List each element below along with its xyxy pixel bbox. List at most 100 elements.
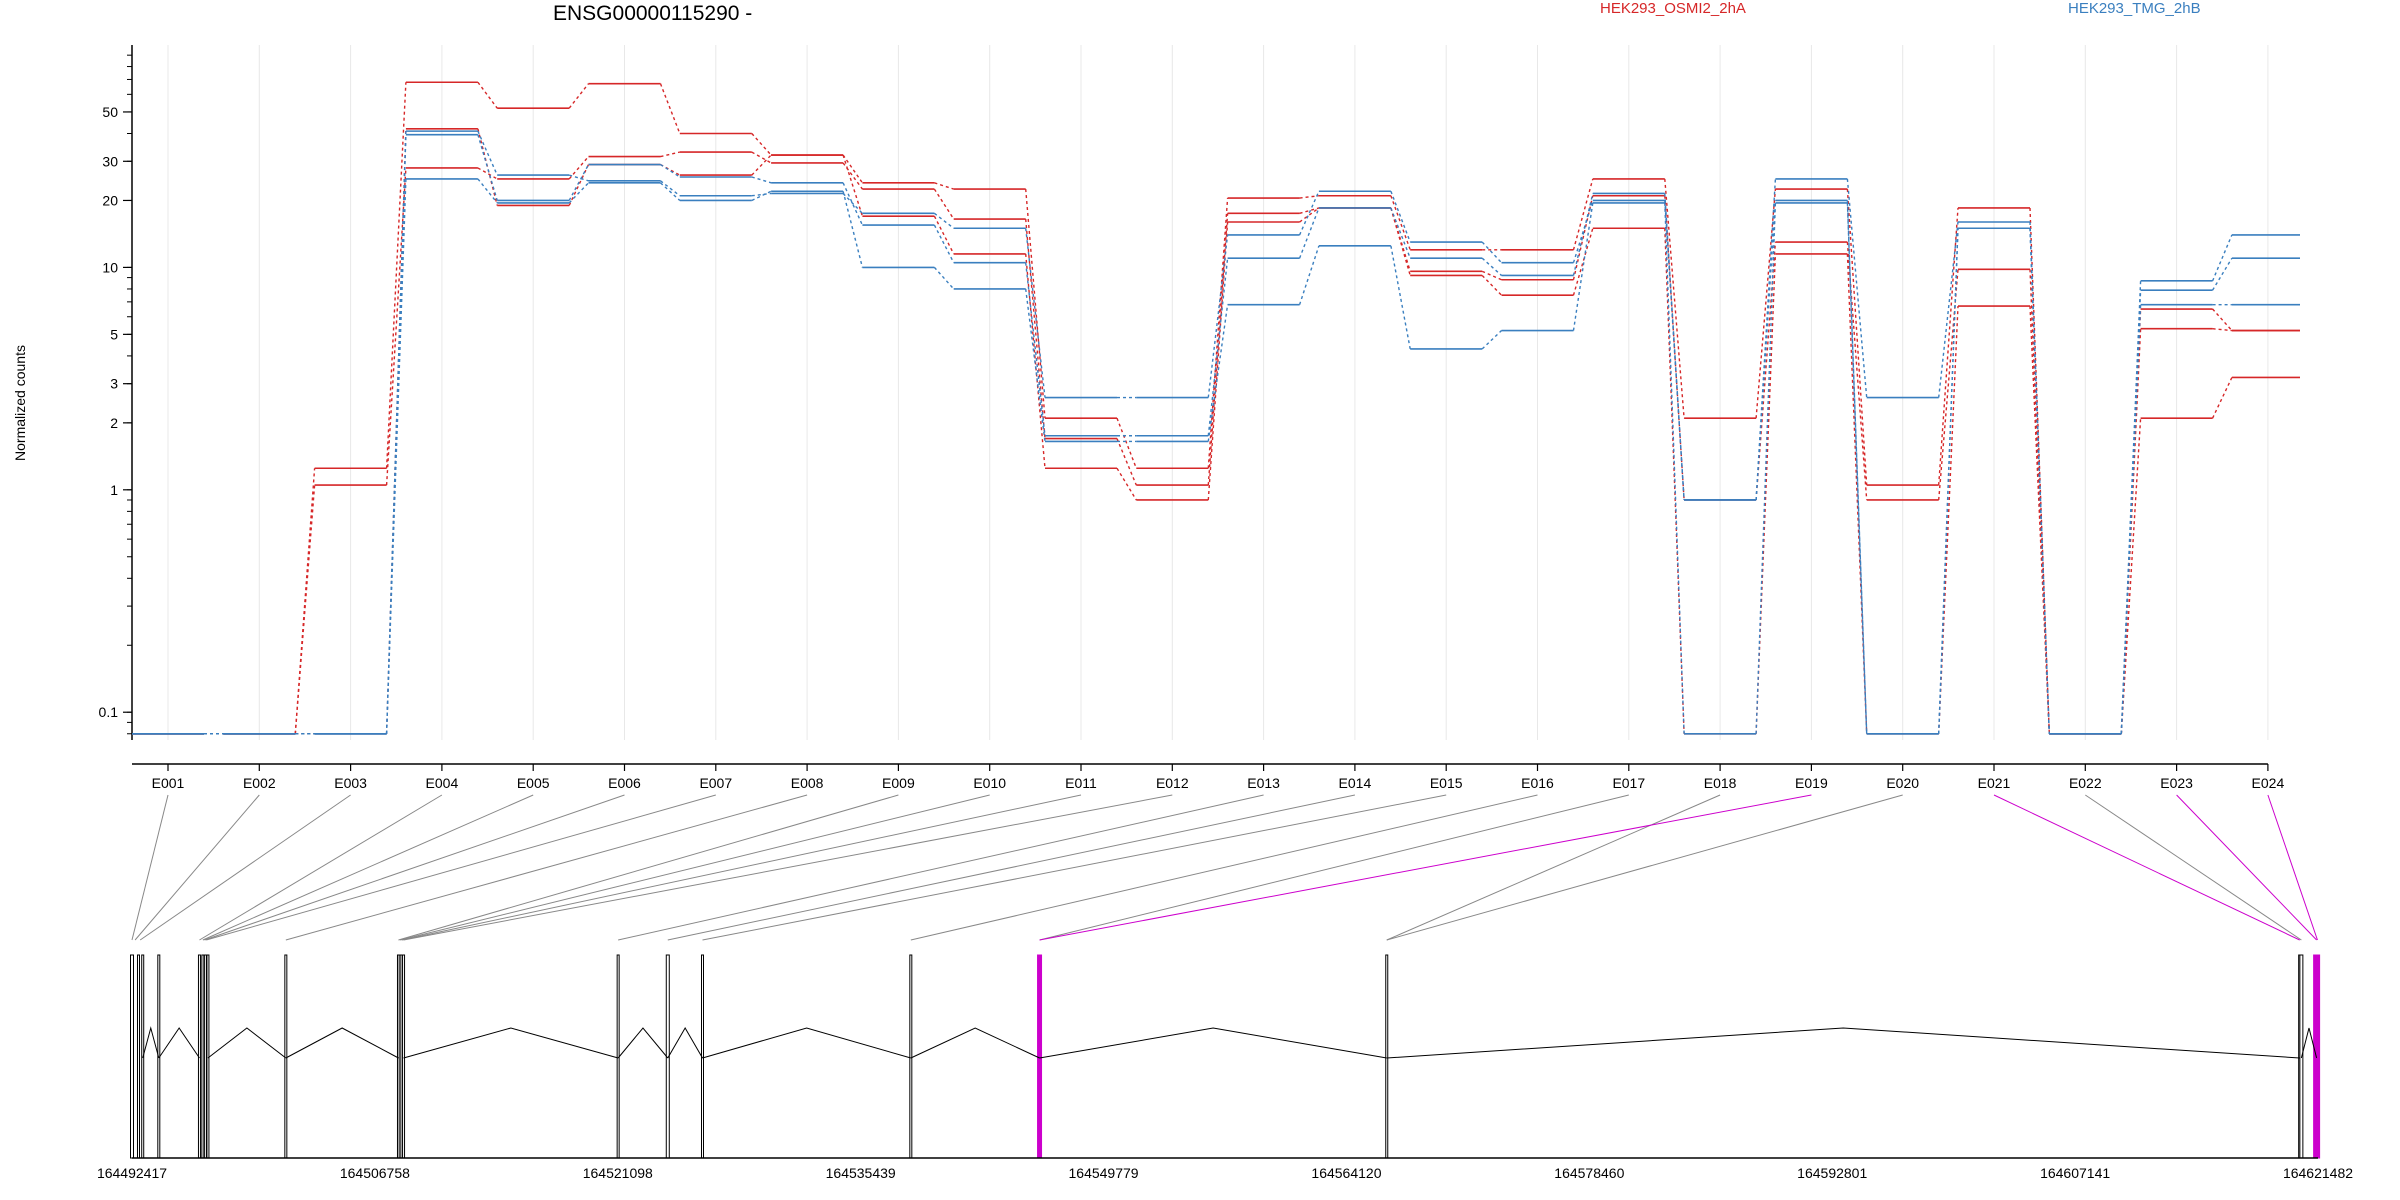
exon-link-e021 <box>1993 794 2300 941</box>
series-connector <box>1390 207 1411 259</box>
exon-link-e020 <box>1386 794 1903 941</box>
x-tick-label-e003: E003 <box>334 775 367 791</box>
exon-link-e009 <box>398 794 899 941</box>
series-connector <box>842 191 864 268</box>
intron-line <box>910 1027 1040 1059</box>
series-connector <box>1390 195 1411 251</box>
intron-line <box>2300 1027 2318 1059</box>
series-connector <box>385 82 407 469</box>
x-tick-label-e005: E005 <box>517 775 550 791</box>
y-tick-label: 5 <box>110 326 118 342</box>
series-connector <box>751 176 772 184</box>
series-connector <box>1481 270 1502 281</box>
genome-tick-label: 164607141 <box>2040 1165 2110 1181</box>
exon-link-e015 <box>702 794 1447 941</box>
series-connector <box>294 485 316 734</box>
x-tick-label-e021: E021 <box>1978 775 2011 791</box>
series-connector <box>2212 328 2232 332</box>
series-connector <box>2211 377 2233 419</box>
series-connector <box>2212 257 2233 291</box>
series-connector <box>1116 438 1137 486</box>
series-connector <box>1755 202 1777 734</box>
series-connector <box>2029 228 2050 734</box>
x-tick-label-e012: E012 <box>1156 775 1189 791</box>
y-tick-label: 10 <box>102 259 118 275</box>
series-connector <box>1025 262 1046 436</box>
series-connector <box>1664 202 1685 734</box>
series-6-blue <box>132 178 2300 735</box>
legend-label-osmi2: HEK293_OSMI2_2hA <box>1600 0 1746 17</box>
series-connector <box>1025 228 1046 398</box>
exon-link-e023 <box>2176 794 2317 941</box>
series-connector <box>477 134 498 201</box>
genome-tick-label: 164564120 <box>1311 1165 1381 1181</box>
x-tick-label-e008: E008 <box>791 775 824 791</box>
genome-tick-label: 164592801 <box>1797 1165 1867 1181</box>
series-connector <box>1481 330 1502 350</box>
series-connector <box>1938 306 1959 734</box>
intron-line <box>403 1027 619 1059</box>
genome-tick-label: 164578460 <box>1554 1165 1624 1181</box>
exon-link-e014 <box>667 794 1356 941</box>
series-4-blue <box>132 130 2300 735</box>
series-connector <box>1755 189 1777 419</box>
x-tick-label-e017: E017 <box>1612 775 1645 791</box>
series-connector <box>1207 304 1229 442</box>
series-5-blue <box>132 133 2300 735</box>
series-connector <box>1116 417 1137 469</box>
x-tick-label-e007: E007 <box>699 775 732 791</box>
intron-line <box>158 1027 200 1059</box>
exon-link-e003 <box>139 794 351 941</box>
genome-tick-label: 164492417 <box>97 1165 167 1181</box>
exon-link-e022 <box>2085 794 2302 941</box>
series-connector <box>751 192 772 197</box>
series-connector <box>2029 207 2050 734</box>
x-tick-label-e020: E020 <box>1886 775 1919 791</box>
series-connector <box>568 182 590 204</box>
series-connector <box>1572 178 1594 250</box>
series-connector <box>660 163 681 178</box>
series-connector <box>1299 207 1320 223</box>
exon-block <box>1037 954 1043 1159</box>
series-connector <box>1664 178 1685 419</box>
exon-block <box>203 954 207 1159</box>
chart-title: ENSG00000115290 - <box>553 2 753 25</box>
series-connector <box>1025 218 1046 439</box>
series-connector <box>659 83 681 134</box>
series-connector <box>568 164 590 206</box>
series-connector <box>385 178 407 734</box>
series-connector <box>751 151 772 164</box>
series-connector <box>1846 178 1868 398</box>
y-tick-label: 50 <box>102 104 118 120</box>
series-connector <box>2212 308 2233 332</box>
series-connector <box>1572 193 1594 276</box>
intron-line <box>617 1027 669 1059</box>
exon-block <box>402 954 406 1159</box>
y-tick-label: 20 <box>102 192 118 208</box>
series-connector <box>1846 253 1868 734</box>
series-connector <box>751 133 772 156</box>
series-connector <box>477 81 498 109</box>
series-connector <box>1025 288 1046 442</box>
series-1-red <box>132 81 2300 735</box>
series-connector <box>933 212 955 229</box>
x-tick-label-e018: E018 <box>1704 775 1737 791</box>
exon-link-e007 <box>206 794 716 941</box>
gene-model <box>130 954 2321 1159</box>
exon-link-e004 <box>199 794 443 941</box>
x-tick-label-e002: E002 <box>243 775 276 791</box>
exon-block <box>1385 954 1389 1159</box>
x-tick-label-e024: E024 <box>2252 775 2285 791</box>
intron-line <box>285 1027 399 1059</box>
legend-label-tmg: HEK293_TMG_2hB <box>2068 0 2201 17</box>
series-connector <box>1938 228 1959 734</box>
series-connector <box>1846 202 1868 734</box>
x-tick-label-e006: E006 <box>608 775 641 791</box>
series-connector <box>1298 190 1320 236</box>
exon-block <box>130 954 134 1159</box>
y-tick-label: 0.1 <box>99 704 119 720</box>
exon-link-e010 <box>400 794 990 941</box>
series-connector <box>2120 304 2142 734</box>
